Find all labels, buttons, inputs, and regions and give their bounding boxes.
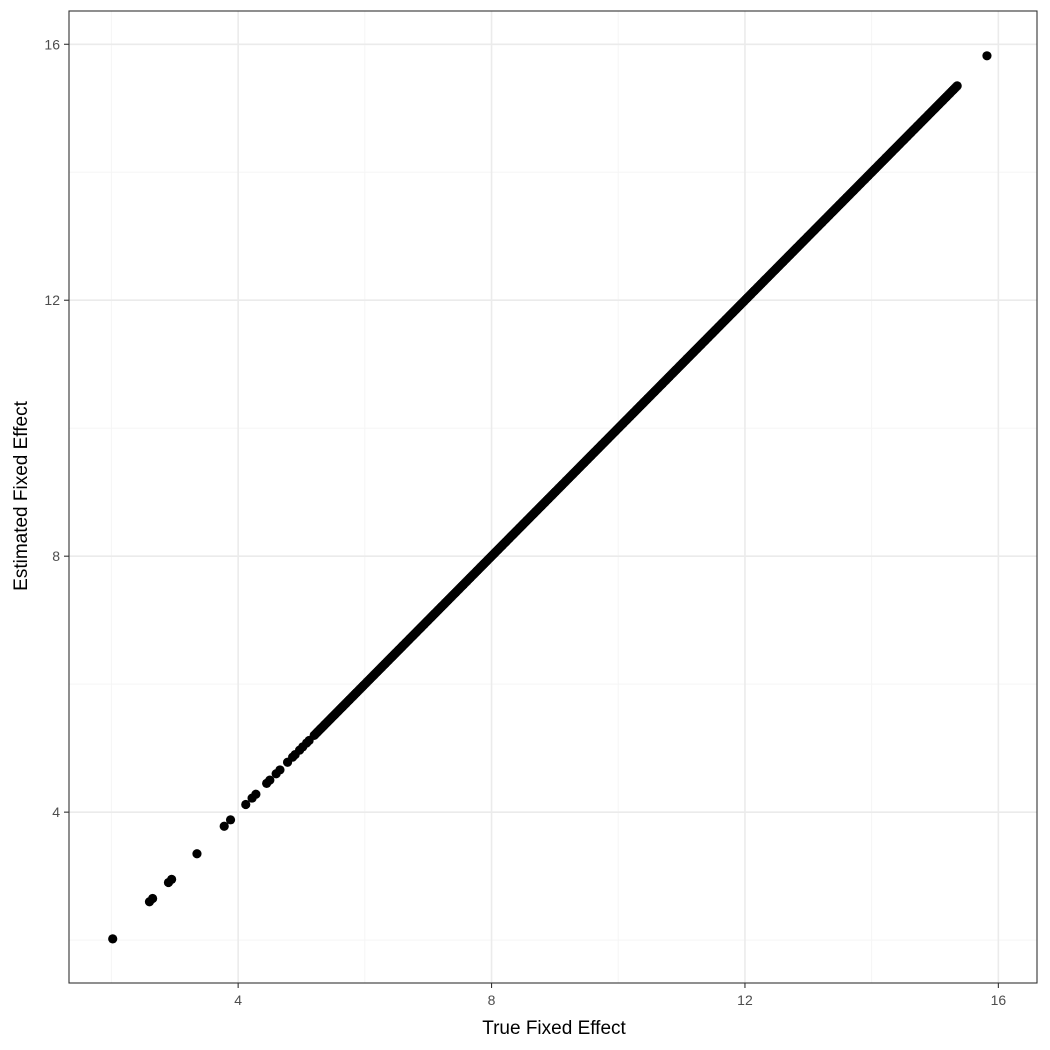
- y-tick-label: 16: [44, 36, 60, 52]
- data-point: [167, 874, 177, 884]
- data-point: [192, 849, 202, 859]
- data-point: [108, 934, 118, 944]
- data-point: [219, 821, 229, 831]
- data-point: [275, 765, 285, 775]
- x-tick-label: 4: [234, 992, 242, 1008]
- data-point: [251, 789, 261, 799]
- data-point: [265, 775, 275, 785]
- data-point: [148, 893, 158, 904]
- data-point: [304, 735, 314, 746]
- data-points: [108, 51, 992, 944]
- x-axis-ticks: 4 8 12 16: [234, 983, 1006, 1008]
- x-tick-label: 16: [991, 992, 1007, 1008]
- y-tick-label: 12: [44, 292, 60, 308]
- y-axis-ticks: 4 8 12 16: [44, 36, 69, 820]
- data-point: [952, 81, 962, 91]
- x-tick-label: 8: [488, 992, 496, 1008]
- y-tick-label: 4: [52, 804, 60, 820]
- x-axis-title: True Fixed Effect: [482, 1018, 626, 1039]
- x-tick-label: 12: [737, 992, 753, 1008]
- panel-border: [68, 10, 1038, 984]
- data-point: [241, 799, 251, 810]
- data-point: [225, 815, 236, 825]
- data-point: [982, 51, 992, 61]
- major-gridlines: [69, 11, 1037, 983]
- y-tick-label: 8: [52, 548, 60, 564]
- y-axis-title: Estimated Fixed Effect: [11, 400, 32, 590]
